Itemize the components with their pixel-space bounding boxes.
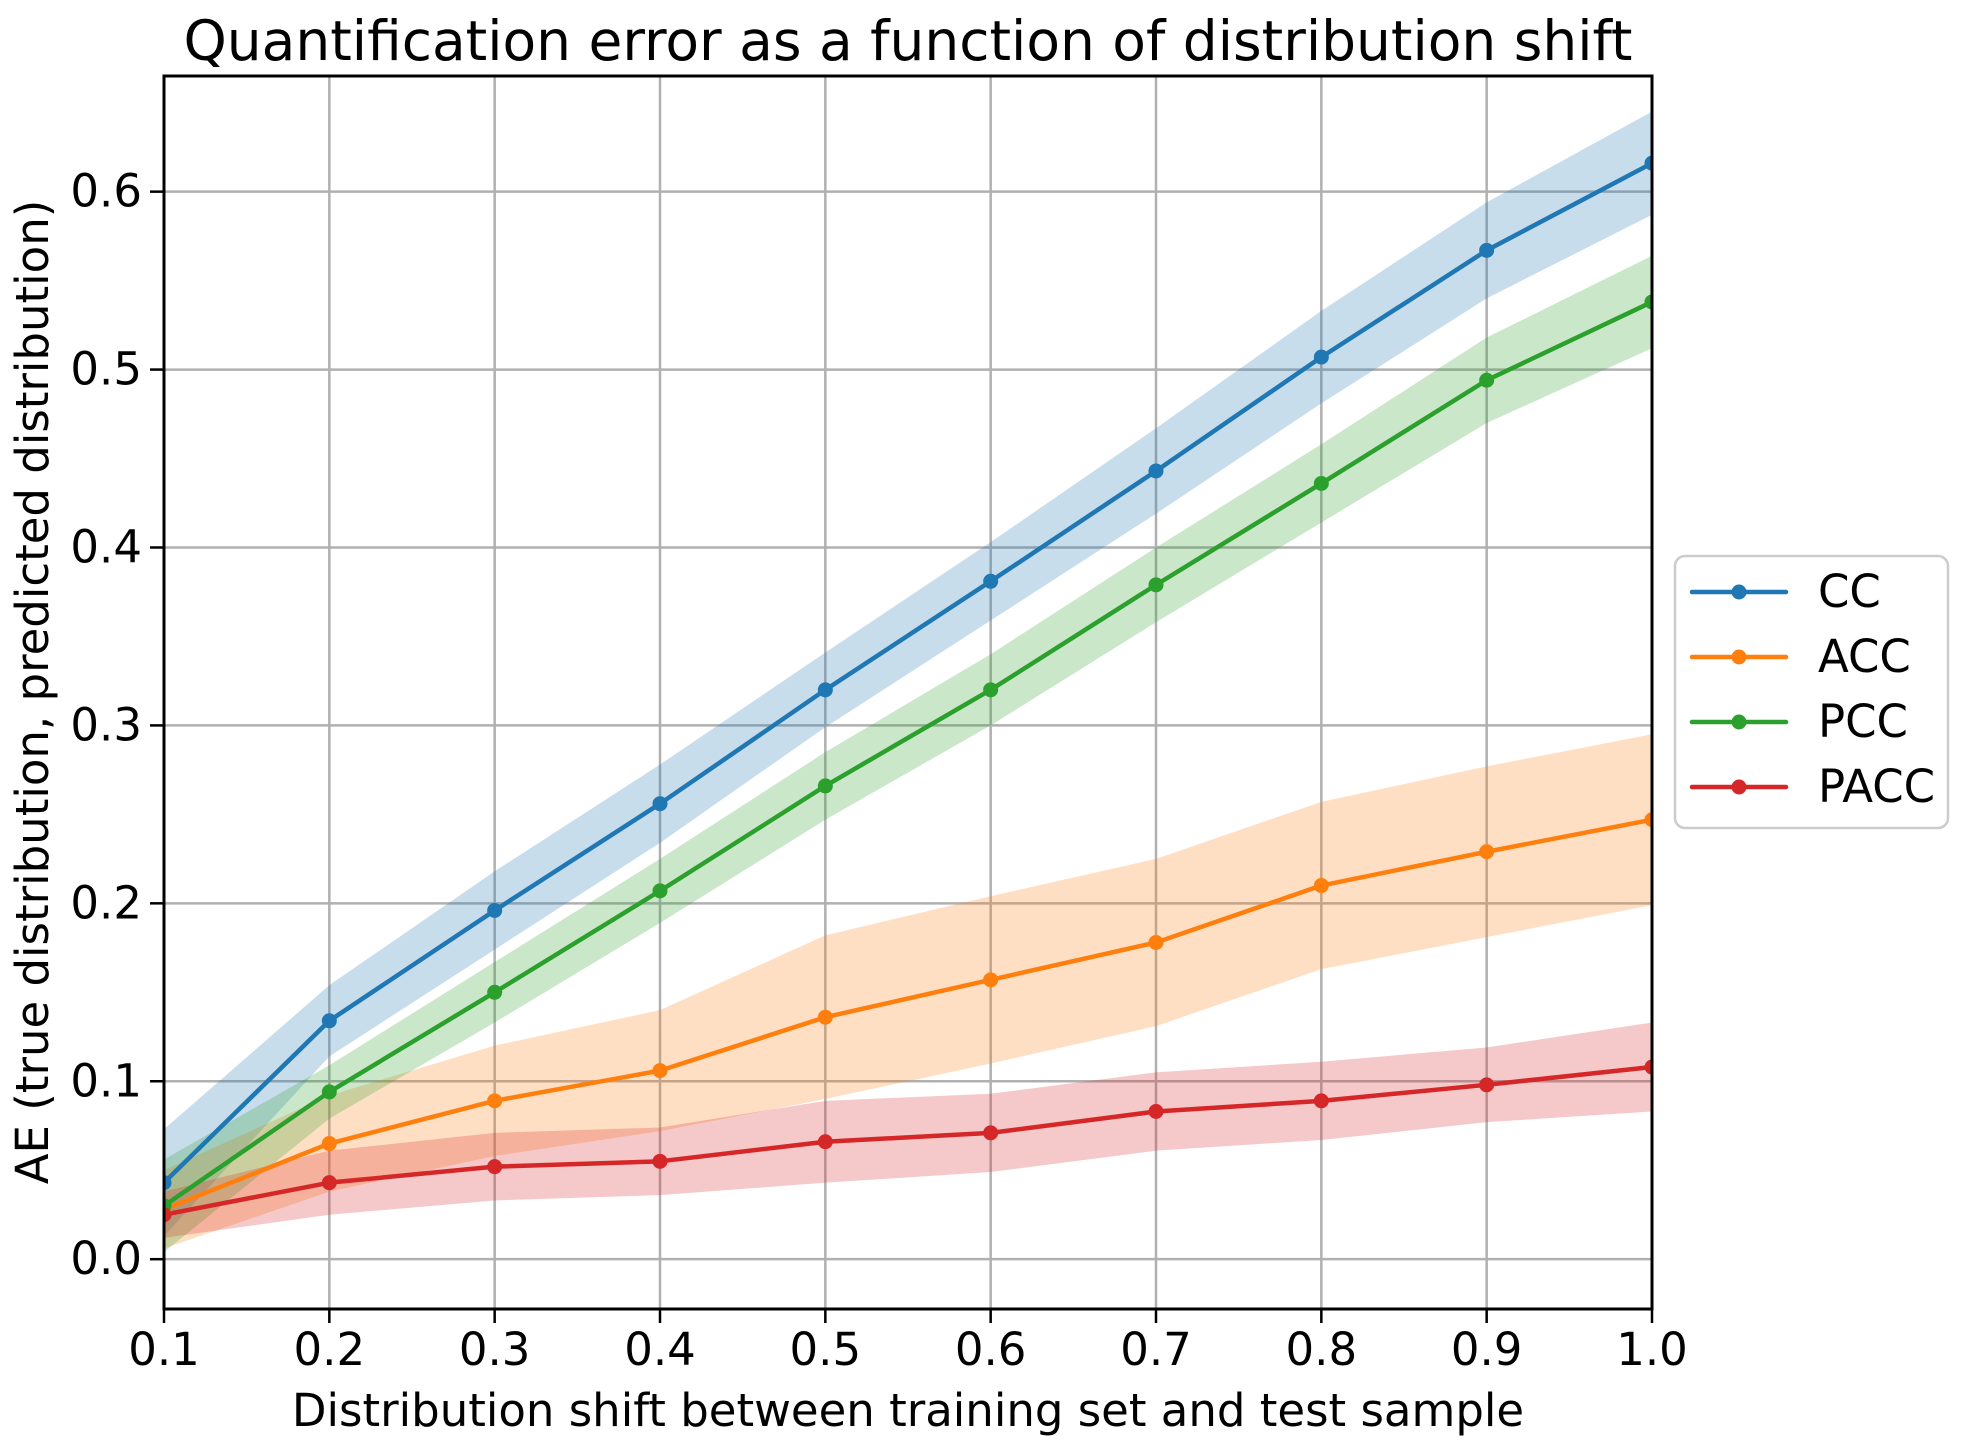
acc-line	[164, 817, 1652, 1212]
x-tick-label: 0.2	[294, 1323, 366, 1376]
line-layer	[164, 160, 1652, 1217]
pcc-data-point	[487, 984, 503, 1000]
y-axis-label: AE (true distribution, predicted distrib…	[6, 200, 59, 1185]
acc-data-point	[983, 972, 999, 988]
legend-entry: ACC	[1689, 630, 1911, 683]
legend-entry-label: PCC	[1818, 695, 1908, 748]
pcc-line	[164, 299, 1652, 1209]
x-tick-label: 0.5	[790, 1323, 862, 1376]
pcc-data-point	[1148, 577, 1164, 593]
pacc-data-point	[817, 1134, 833, 1150]
y-tick-label: 0.5	[70, 343, 142, 396]
cc-data-point	[1479, 242, 1495, 258]
x-tick-label: 0.7	[1120, 1323, 1192, 1376]
x-tick-label: 0.1	[128, 1323, 200, 1376]
acc-data-point	[1644, 812, 1652, 828]
y-tick-label: 0.3	[70, 698, 142, 751]
cc-data-point	[817, 682, 833, 698]
y-tick-label: 0.2	[70, 876, 142, 929]
legend-box	[1673, 554, 1950, 830]
tick-layer: 0.1 0.2 0.3 0.4 0.5 0.6 0.7 0.8 0.9 1.0 0.0 0.1 0.2 0…	[70, 165, 1687, 1376]
pacc-data-point	[1313, 1093, 1329, 1109]
acc-data-point	[652, 1063, 668, 1079]
acc-data-point	[1313, 878, 1329, 894]
legend-entry-label: PACC	[1818, 760, 1935, 813]
pcc-data-point	[983, 682, 999, 698]
acc-data-point	[487, 1093, 503, 1109]
y-tick-label: 0.4	[70, 520, 142, 573]
x-tick-label: 0.8	[1286, 1323, 1358, 1376]
cc-data-point	[983, 573, 999, 589]
acc-data-point	[1148, 934, 1164, 950]
x-tick-label: 0.6	[955, 1323, 1027, 1376]
y-tick-label: 0.1	[70, 1054, 142, 1107]
pacc-data-point	[164, 1207, 172, 1223]
pcc-data-point	[321, 1084, 337, 1100]
cc-data-point	[1644, 155, 1652, 171]
pacc-data-point	[321, 1175, 337, 1191]
marker-layer	[164, 155, 1652, 1223]
axes-background	[164, 76, 1652, 1309]
pacc-data-point	[1479, 1077, 1495, 1093]
y-tick-label: 0.0	[70, 1232, 142, 1285]
cc-data-point	[487, 902, 503, 918]
cc-data-point	[652, 796, 668, 812]
acc-confidence-band	[164, 734, 1652, 1249]
legend-entry: CC	[1689, 565, 1881, 618]
legend-entry: PACC	[1689, 760, 1935, 813]
cc-confidence-band	[164, 111, 1652, 1237]
pcc-data-point	[1479, 372, 1495, 388]
cc-data-point	[1148, 463, 1164, 479]
legend-marker-sample	[1731, 714, 1747, 730]
pacc-data-point	[1148, 1104, 1164, 1120]
legend-entry-label: ACC	[1818, 630, 1911, 683]
x-tick-label: 0.4	[624, 1323, 696, 1376]
x-tick-label: 0.3	[459, 1323, 531, 1376]
legend-marker-sample	[1731, 779, 1747, 795]
axes-frame	[162, 74, 1654, 1311]
pacc-data-point	[1644, 1059, 1652, 1075]
pcc-data-point	[1644, 294, 1652, 310]
y-tick-label: 0.6	[70, 165, 142, 218]
cc-data-point	[164, 1175, 172, 1191]
legend-marker-sample	[1731, 584, 1747, 600]
legend: CC ACC PCC PACC	[1673, 554, 1950, 830]
pacc-line	[164, 1064, 1652, 1217]
x-tick-label: 0.9	[1451, 1323, 1523, 1376]
cc-data-point	[321, 1013, 337, 1029]
pacc-data-point	[983, 1125, 999, 1141]
band-layer	[164, 111, 1652, 1253]
pcc-confidence-band	[164, 255, 1652, 1253]
pacc-data-point	[487, 1159, 503, 1175]
acc-data-point	[817, 1009, 833, 1025]
pcc-data-point	[1313, 475, 1329, 491]
chart-title: Quantification error as a function of di…	[184, 9, 1633, 73]
pacc-data-point	[652, 1153, 668, 1169]
pacc-confidence-band	[164, 1022, 1652, 1238]
legend-marker-sample	[1731, 649, 1747, 665]
acc-data-point	[1479, 844, 1495, 860]
cc-data-point	[1313, 349, 1329, 365]
acc-data-point	[321, 1136, 337, 1152]
x-tick-label: 1.0	[1616, 1323, 1688, 1376]
x-axis-label: Distribution shift between training set …	[292, 1384, 1524, 1437]
cc-line	[164, 160, 1652, 1185]
legend-entry: PCC	[1689, 695, 1908, 748]
pcc-data-point	[652, 883, 668, 899]
pcc-data-point	[817, 778, 833, 794]
legend-entry-label: CC	[1818, 565, 1881, 618]
